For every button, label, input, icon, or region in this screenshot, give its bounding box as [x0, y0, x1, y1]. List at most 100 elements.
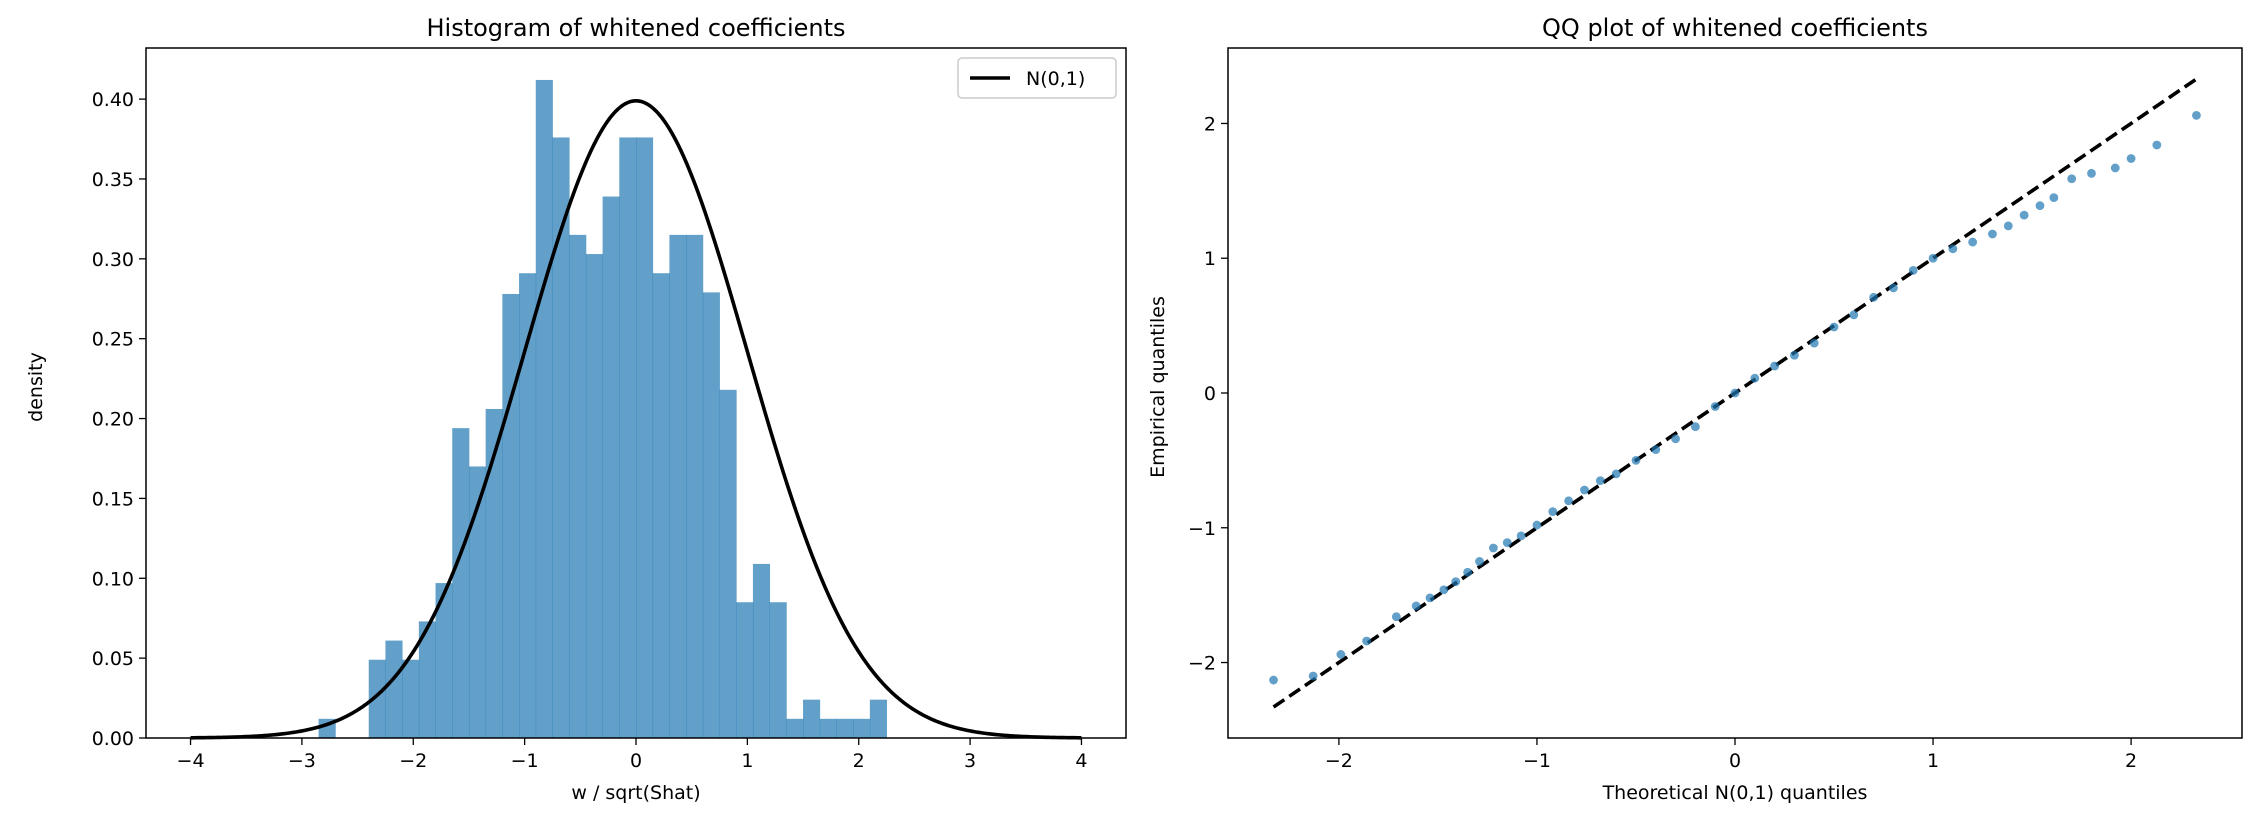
histogram-bar: [636, 137, 654, 738]
histogram-x-tick-label: 1: [741, 750, 753, 772]
qq-point: [1889, 283, 1898, 293]
qq-y-ticks: −2 −1 0 1 2: [1188, 113, 1228, 675]
qq-point: [1532, 520, 1542, 530]
qq-point: [1391, 612, 1401, 622]
qq-point: [1411, 601, 1421, 611]
qq-point: [1488, 543, 1498, 553]
qq-point: [1516, 531, 1526, 541]
qq-point: [1968, 237, 1978, 247]
qq-point: [1651, 445, 1661, 455]
qq-point: [2019, 210, 2029, 220]
qq-point: [1425, 593, 1435, 603]
histogram-bar: [803, 699, 821, 738]
histogram-y-tick-label: 0.15: [92, 488, 134, 510]
histogram-bar: [686, 234, 704, 738]
histogram-x-tick-label: 2: [853, 750, 865, 772]
qq-point: [1908, 265, 1918, 275]
histogram-bar: [652, 273, 670, 738]
histogram-bar: [418, 621, 436, 738]
histogram-bar: [569, 234, 587, 738]
histogram-x-tick-label: −4: [177, 750, 205, 772]
histogram-bar: [435, 583, 453, 738]
qq-x-ticks: −2 −1 0 1 2: [1325, 738, 2137, 772]
qq-x-tick-label: −2: [1325, 750, 1353, 772]
qq-point: [1829, 322, 1839, 332]
histogram-bar: [786, 718, 804, 738]
histogram-bar: [535, 79, 553, 738]
qq-point: [1548, 507, 1558, 516]
qq-point: [1308, 671, 1318, 681]
qq-point: [1809, 338, 1819, 348]
qq-x-tick-label: 1: [1927, 750, 1939, 772]
qq-point: [1948, 244, 1958, 254]
qq-point: [2087, 168, 2096, 178]
histogram-bar: [385, 640, 403, 738]
qq-panel: QQ plot of whitened coefficients −2 −1 0 1 2…: [1147, 14, 2243, 804]
qq-point: [1928, 253, 1938, 263]
legend: N(0,1): [957, 57, 1117, 99]
histogram-x-tick-label: −1: [511, 750, 539, 772]
histogram-x-tick-label: 3: [964, 750, 976, 772]
qq-point: [1631, 455, 1641, 465]
qq-point: [1439, 585, 1449, 595]
qq-x-axis-label: Theoretical N(0,1) quantiles: [1602, 782, 1868, 804]
qq-y-tick-label: 2: [1204, 113, 1216, 135]
qq-point: [2152, 140, 2162, 150]
histogram-x-tick-label: −3: [288, 750, 316, 772]
histogram-title: Histogram of whitened coefficients: [426, 14, 845, 42]
qq-y-tick-label: 1: [1204, 248, 1216, 270]
histogram-bar: [719, 389, 737, 738]
qq-point: [2049, 193, 2059, 202]
histogram-y-tick-label: 0.25: [92, 329, 134, 351]
qq-point: [2126, 154, 2136, 163]
qq-point: [1451, 577, 1461, 587]
histogram-y-tick-label: 0.20: [92, 409, 134, 431]
qq-x-tick-label: −1: [1523, 750, 1551, 772]
qq-point: [2035, 201, 2045, 211]
histogram-bar: [402, 659, 420, 738]
histogram-bar: [602, 196, 620, 738]
qq-point: [1475, 557, 1484, 566]
histogram-bar: [853, 718, 871, 738]
qq-point: [1988, 229, 1997, 239]
histogram-panel: Histogram of whitened coefficients −4 −3 −…: [25, 14, 1127, 804]
qq-point: [1502, 538, 1512, 547]
histogram-y-tick-label: 0.40: [92, 89, 134, 111]
histogram-y-tick-label: 0.05: [92, 648, 134, 670]
qq-point: [1564, 496, 1574, 506]
histogram-x-ticks: −4 −3 −2 −1 0 1 2 3 4: [177, 738, 1088, 772]
histogram-bar: [669, 234, 687, 738]
histogram-bar: [769, 602, 787, 738]
histogram-bar: [752, 563, 771, 738]
histogram-bar: [485, 408, 503, 738]
histogram-bar: [585, 254, 603, 738]
histogram-bar: [819, 718, 837, 738]
qq-point: [2192, 110, 2201, 120]
legend-box: [957, 57, 1117, 99]
qq-y-tick-label: −2: [1188, 653, 1216, 675]
histogram-bar: [368, 659, 386, 738]
qq-title: QQ plot of whitened coefficients: [1542, 14, 1928, 42]
histogram-bar: [869, 699, 887, 738]
qq-point: [2003, 221, 2013, 231]
histogram-bar: [702, 292, 720, 738]
qq-point: [1580, 485, 1589, 495]
histogram-bar: [836, 718, 854, 738]
qq-point: [1269, 675, 1278, 685]
histogram-bar: [552, 137, 570, 738]
histogram-x-tick-label: −2: [399, 750, 427, 772]
qq-point: [1336, 650, 1346, 659]
qq-point: [1710, 402, 1720, 411]
histogram-bar: [502, 293, 520, 738]
qq-point: [1671, 434, 1680, 444]
qq-point: [2067, 174, 2077, 184]
qq-y-axis-label: Empirical quantiles: [1147, 296, 1169, 478]
histogram-x-tick-label: 0: [630, 750, 642, 772]
qq-y-tick-label: 0: [1204, 383, 1216, 405]
histogram-y-tick-label: 0.00: [92, 728, 134, 750]
qq-points: [1269, 110, 2201, 685]
histogram-y-tick-label: 0.10: [92, 568, 134, 590]
histogram-y-tick-label: 0.35: [92, 169, 134, 191]
histogram-y-axis-label: density: [25, 352, 47, 422]
